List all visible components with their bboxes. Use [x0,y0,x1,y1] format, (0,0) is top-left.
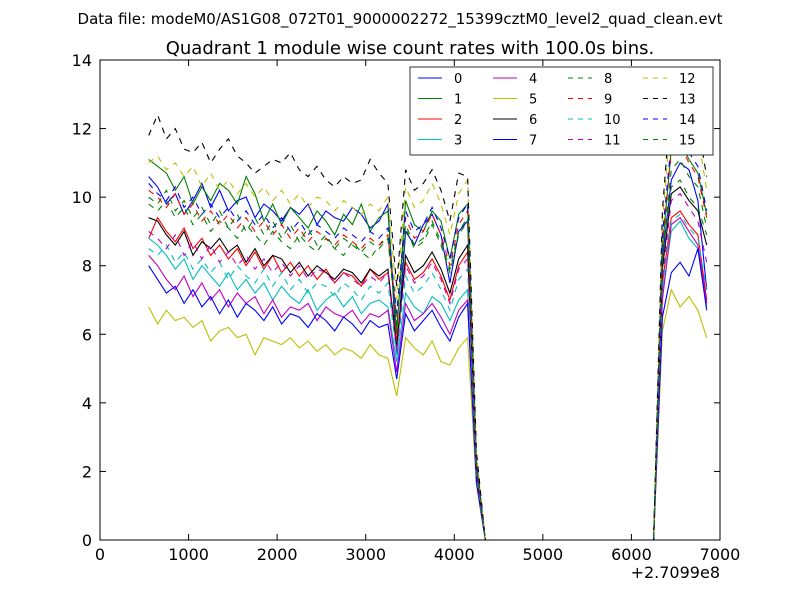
series-line-4 [148,216,708,540]
y-tick-label: 8 [82,257,92,276]
series-line-0 [148,162,708,540]
series-line-15 [148,179,708,540]
series-line-7 [148,248,708,540]
series-line-3 [148,220,708,540]
x-tick-label: 3000 [345,545,386,564]
x-tick-label: 0 [95,545,105,564]
legend-entry-3: 3 [418,134,462,149]
series-line-2 [148,210,708,540]
plot-area: 0 1000 2000 3000 4000 5000 6000 700002468101214… [72,51,741,582]
x-tick-label: 6000 [611,545,652,564]
chart-title: Quadrant 1 module wise count rates with … [166,38,655,59]
legend-entry-12: 12 [643,72,696,87]
y-tick-label: 12 [72,120,92,139]
legend-entry-15: 15 [643,134,696,149]
y-tick-label: 6 [82,325,92,344]
legend-label: 13 [679,93,696,108]
legend-label: 11 [604,134,621,149]
legend-entry-10: 10 [568,113,621,128]
x-tick-label: 1000 [168,545,209,564]
figure-suptitle: Data file: modeM0/AS1G08_072T01_90000022… [78,10,723,29]
x-offset-label: +2.7099e8 [631,563,720,582]
legend-entry-14: 14 [643,113,696,128]
x-tick-label: 4000 [434,545,475,564]
legend-label: 15 [679,134,696,149]
y-tick-label: 14 [72,51,92,70]
legend-entry-13: 13 [643,93,696,108]
legend-label: 0 [454,72,462,87]
y-tick-label: 2 [82,462,92,481]
legend-entry-1: 1 [418,93,462,108]
legend-label: 1 [454,93,462,108]
legend-frame [409,66,714,156]
legend-label: 5 [529,93,537,108]
legend-entry-4: 4 [493,72,537,87]
y-tick-label: 10 [72,188,92,207]
series-line-1 [148,141,708,540]
legend-label: 3 [454,134,462,149]
legend-entry-2: 2 [418,113,462,128]
legend-entry-6: 6 [493,113,537,128]
y-tick-label: 4 [82,394,92,413]
legend-entry-9: 9 [568,93,612,108]
legend-label: 4 [529,72,537,87]
legend-entry-7: 7 [493,134,537,149]
x-tick-label: 5000 [522,545,563,564]
series-line-8 [148,158,708,540]
legend-entry-0: 0 [418,72,462,87]
legend-label: 8 [604,72,612,87]
legend-label: 2 [454,113,462,128]
plot-frame [99,59,721,541]
series-line-12 [148,96,708,540]
legend-label: 12 [679,72,696,87]
series-line-11 [148,192,708,540]
legend-label: 14 [679,113,696,128]
x-tick-label: 2000 [257,545,298,564]
y-tick-label: 0 [82,531,92,550]
series-line-6 [148,186,708,540]
legend-label: 6 [529,113,537,128]
legend-entry-5: 5 [493,93,537,108]
x-tick-label: 7000 [700,545,741,564]
series-line-5 [148,288,708,540]
legend-entry-8: 8 [568,72,612,87]
series-layer [148,79,708,540]
series-line-13 [148,79,708,540]
series-line-10 [148,213,708,540]
legend-label: 9 [604,93,612,108]
legend-label: 7 [529,134,537,149]
legend-entry-11: 11 [568,134,621,149]
legend-label: 10 [604,113,621,128]
